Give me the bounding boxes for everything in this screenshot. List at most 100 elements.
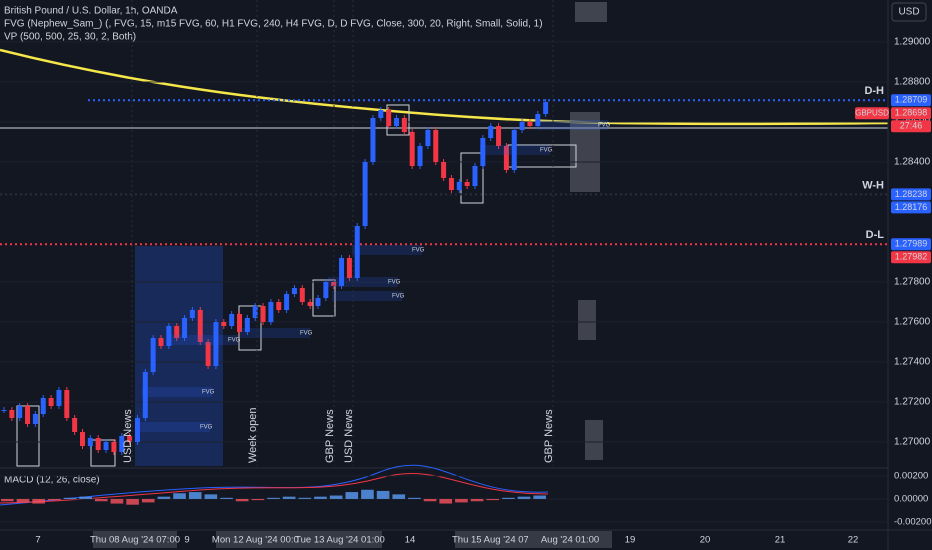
- macd-bar: [1, 498, 14, 502]
- candle: [221, 322, 227, 326]
- candle: [244, 318, 250, 332]
- countdown-tag: [891, 120, 931, 133]
- macd-bar: [32, 498, 45, 504]
- candle: [252, 306, 258, 318]
- macd-bar: [204, 494, 218, 499]
- time-label: Mon 12 Aug '24 00:00: [212, 535, 304, 546]
- time-tag: [93, 531, 177, 548]
- candle: [229, 314, 235, 326]
- macd-bar: [126, 498, 139, 505]
- candle: [9, 410, 15, 418]
- candle: [401, 118, 407, 132]
- candle: [417, 146, 423, 166]
- fvg-zone: [240, 328, 310, 338]
- candle: [72, 418, 78, 432]
- news-label: GBP News: [543, 409, 555, 463]
- price-tag: [891, 201, 931, 214]
- time-label: 22: [848, 535, 859, 546]
- macd-tick-label: 0.00200: [894, 470, 928, 481]
- price-tag-label: 1.28698: [895, 108, 928, 118]
- candle: [519, 122, 525, 130]
- candle: [205, 342, 211, 366]
- time-label: 21: [775, 535, 786, 546]
- macd-bar: [94, 498, 108, 502]
- macd-bar: [16, 498, 30, 503]
- macd-tick-label: -0.00200: [894, 516, 932, 527]
- fvg-label: FVG: [202, 390, 215, 396]
- fvg-label: FVG: [300, 331, 313, 337]
- candle: [268, 302, 274, 322]
- macd-bar: [220, 497, 233, 499]
- price-tag: [891, 188, 931, 201]
- macd-bar: [502, 497, 515, 499]
- candle: [189, 310, 195, 318]
- macd-bar: [376, 490, 390, 499]
- candle: [488, 126, 494, 138]
- time-label: 20: [700, 535, 711, 546]
- candle: [441, 162, 447, 178]
- time-label: Aug '24 01:00: [541, 535, 599, 546]
- candle: [142, 372, 148, 418]
- candle: [511, 130, 517, 170]
- price-tag: [891, 238, 931, 251]
- fvg-zone: [332, 291, 402, 301]
- currency-button[interactable]: [891, 2, 927, 22]
- macd-bar: [314, 496, 327, 499]
- macd-bar: [486, 498, 500, 501]
- price-tag: [891, 251, 931, 264]
- candle: [150, 338, 156, 372]
- candle: [354, 226, 360, 278]
- time-label: Tue 13 Aug '24 01:00: [295, 535, 385, 546]
- price-tag-label: 1.28709: [895, 95, 928, 105]
- macd-bar: [63, 497, 77, 499]
- symbol-tag: [855, 107, 889, 120]
- fvg-label: FVG: [598, 123, 611, 129]
- countdown: 27:46: [900, 121, 923, 131]
- candle: [95, 438, 101, 450]
- price-tag-label: 1.27989: [895, 239, 928, 249]
- macd-bar: [235, 498, 249, 502]
- macd-bar: [345, 492, 359, 499]
- time-label: 7: [35, 535, 40, 546]
- time-label: 9: [184, 535, 189, 546]
- candle: [433, 130, 439, 162]
- fvg-label: FVG: [228, 338, 241, 344]
- macd-bar: [423, 498, 437, 502]
- y-tick-label: 1.27600: [894, 317, 931, 328]
- candle: [456, 182, 462, 190]
- y-tick-label: 1.27800: [894, 277, 931, 288]
- candle: [87, 438, 93, 446]
- price-tag: [891, 107, 931, 120]
- candle: [543, 102, 549, 114]
- time-tag: [216, 531, 300, 548]
- symbol-tag-label: GBPUSD: [855, 108, 889, 117]
- news-label: USD News: [122, 409, 134, 463]
- y-tick-label: 1.27400: [894, 357, 931, 368]
- level-label: W-H: [862, 179, 884, 191]
- news-label: USD News: [343, 409, 355, 463]
- macd-bar: [110, 498, 124, 504]
- candle: [527, 122, 533, 126]
- candle: [394, 118, 399, 126]
- fvg-zone: [140, 422, 210, 432]
- price-tag-label: 1.28176: [895, 202, 928, 212]
- currency[interactable]: USD: [898, 7, 919, 18]
- fvg-label: FVG: [200, 425, 213, 431]
- candle: [284, 294, 290, 310]
- macd-title: MACD (12, 26, close): [4, 475, 100, 486]
- fvg-zone: [142, 387, 212, 397]
- candle: [315, 298, 321, 306]
- candle: [197, 310, 203, 342]
- candle: [362, 162, 368, 226]
- macd-bar: [188, 492, 202, 499]
- symbol-title: British Pound / U.S. Dollar, 1h, OANDA: [4, 6, 178, 17]
- candle: [182, 318, 188, 338]
- macd-bar: [392, 494, 406, 499]
- candle: [472, 166, 478, 186]
- candle: [166, 326, 172, 346]
- candle: [174, 326, 180, 338]
- price-tag: [891, 94, 931, 107]
- macd-bar: [267, 497, 280, 499]
